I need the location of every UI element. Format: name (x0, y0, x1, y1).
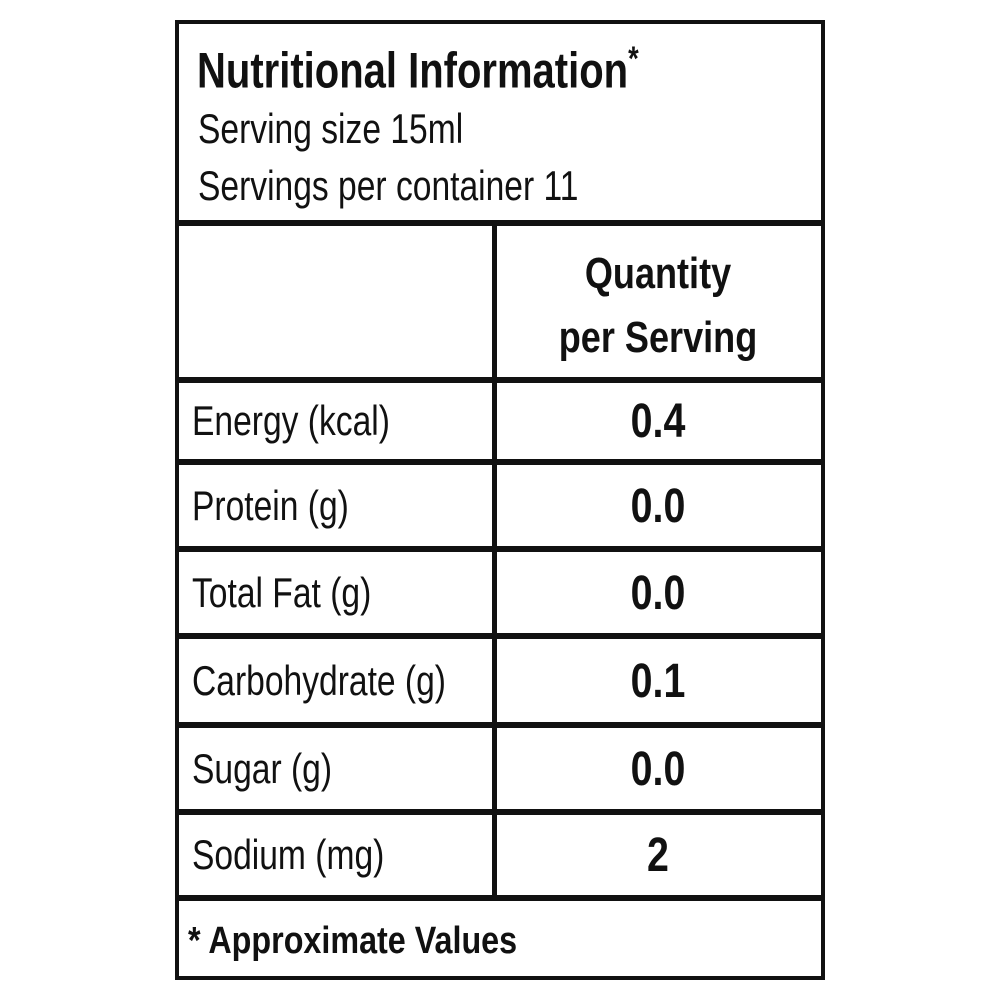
row-label: Sugar (g) (192, 744, 333, 792)
column-header: Quantity (584, 249, 732, 298)
row-rule (175, 633, 825, 639)
servings-per-container: Servings per container 11 (198, 162, 579, 209)
row-value: 0.0 (630, 742, 686, 796)
title: Nutritional Information* (197, 42, 639, 96)
row-value: 0.0 (630, 566, 686, 620)
row-value: 0.1 (630, 654, 686, 708)
row-label: Protein (g) (192, 481, 349, 529)
row-rule (175, 546, 825, 552)
row-rule (175, 809, 825, 815)
row-label: Sodium (mg) (192, 831, 385, 878)
column-divider (492, 222, 497, 900)
row-label: Total Fat (g) (192, 568, 372, 616)
row-value: 0.4 (630, 394, 686, 448)
column-header: per Serving (558, 313, 758, 362)
row-rule (175, 722, 825, 728)
row-rule (175, 459, 825, 465)
row-value: 0.0 (630, 479, 686, 533)
title-mark: * (628, 40, 639, 78)
outer-border (175, 20, 825, 980)
footnote: * Approximate Values (188, 920, 518, 962)
row-rule (175, 377, 825, 383)
row-rule (175, 895, 825, 901)
row-label: Carbohydrate (g) (192, 656, 446, 704)
title-text: Nutritional Information (197, 42, 629, 99)
serving-size: Serving size 15ml (198, 105, 464, 152)
header-rule (175, 220, 825, 226)
row-label: Energy (kcal) (192, 396, 390, 444)
row-value: 2 (647, 829, 669, 882)
